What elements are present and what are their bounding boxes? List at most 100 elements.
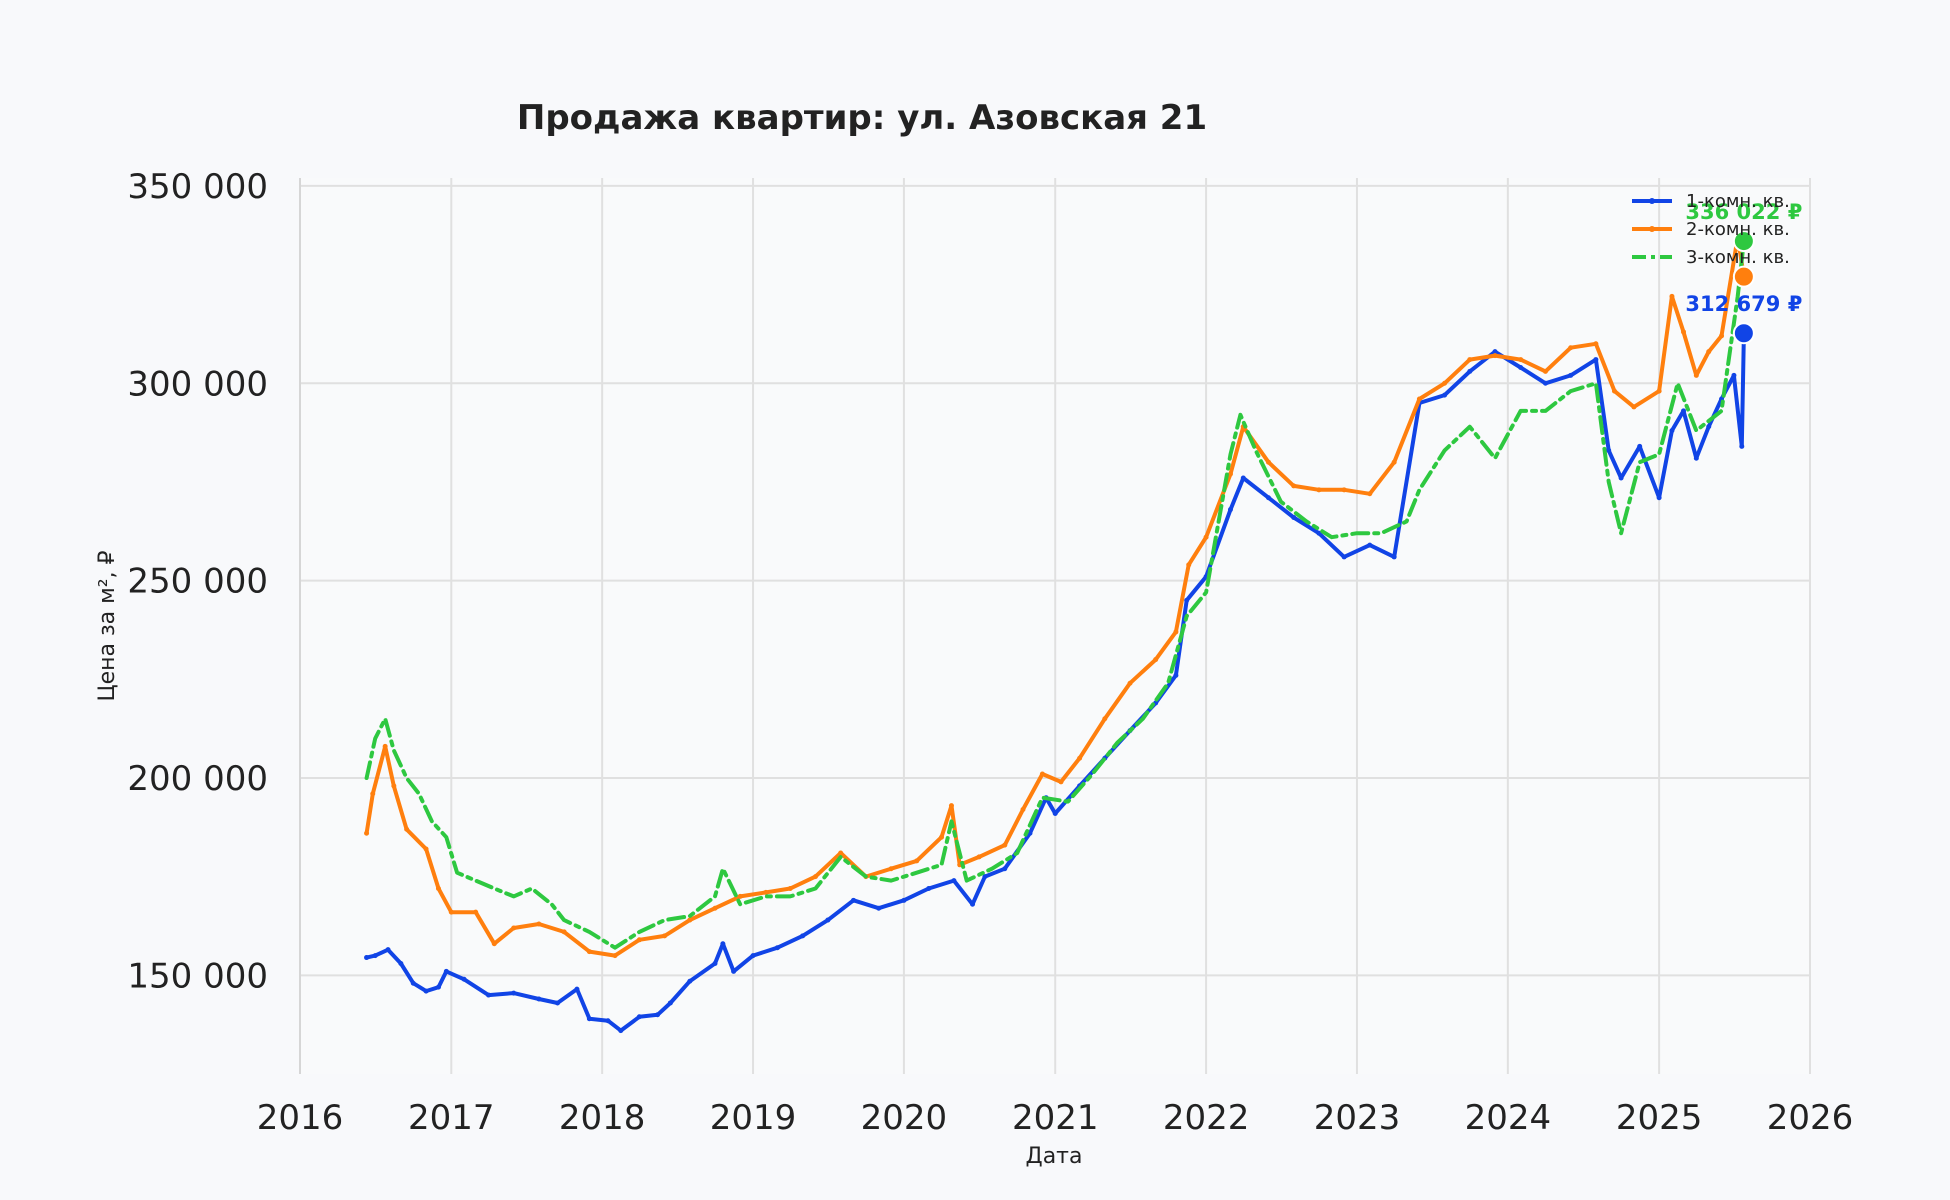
data-point xyxy=(1593,341,1599,347)
data-point xyxy=(1467,368,1473,374)
data-point xyxy=(750,953,756,959)
data-point xyxy=(511,925,517,931)
x-tick-label: 2024 xyxy=(1465,1098,1552,1138)
data-point xyxy=(1467,357,1473,363)
data-point xyxy=(1706,424,1712,430)
data-point xyxy=(1316,530,1322,536)
data-point xyxy=(1240,475,1246,481)
data-point xyxy=(1669,428,1675,434)
data-point xyxy=(1227,507,1233,513)
data-point xyxy=(485,992,491,998)
data-point xyxy=(1693,455,1699,461)
data-point xyxy=(662,933,668,939)
x-tick-label: 2017 xyxy=(408,1098,495,1138)
data-point xyxy=(435,984,441,990)
x-tick-label: 2016 xyxy=(257,1098,344,1138)
data-point xyxy=(423,988,429,994)
data-point xyxy=(1291,483,1297,489)
data-point xyxy=(461,976,467,982)
legend: 1-комн. кв. 2-комн. кв. 3-комн. кв. xyxy=(1632,191,1790,268)
data-point xyxy=(1173,672,1179,678)
data-point xyxy=(1442,380,1448,386)
data-point xyxy=(1227,471,1233,477)
x-tick-label: 2021 xyxy=(1012,1098,1099,1138)
data-point xyxy=(404,826,410,832)
data-point xyxy=(1518,364,1524,370)
data-point xyxy=(423,846,429,852)
data-point xyxy=(1606,447,1612,453)
data-point xyxy=(1669,293,1675,299)
data-point xyxy=(1637,443,1643,449)
legend-label-2: 2-комн. кв. xyxy=(1686,219,1790,240)
data-point xyxy=(561,929,567,935)
data-point xyxy=(636,1014,642,1020)
data-point xyxy=(448,909,454,915)
data-point xyxy=(536,921,542,927)
legend-marker xyxy=(1649,226,1655,232)
data-point xyxy=(1391,459,1397,465)
y-tick-label: 150 000 xyxy=(127,956,268,996)
data-point xyxy=(536,996,542,1002)
data-point xyxy=(825,917,831,923)
data-point xyxy=(939,834,945,840)
data-point xyxy=(1316,487,1322,493)
legend-label-3: 3-комн. кв. xyxy=(1686,247,1790,268)
data-point xyxy=(687,978,693,984)
data-point xyxy=(970,901,976,907)
data-point xyxy=(1568,372,1574,378)
data-point xyxy=(1739,443,1745,449)
data-point xyxy=(1542,368,1548,374)
data-point xyxy=(1341,554,1347,560)
chart-title: Продажа квартир: ул. Азовская 21 xyxy=(517,98,1207,138)
data-point xyxy=(1618,475,1624,481)
x-tick-label: 2023 xyxy=(1314,1098,1401,1138)
data-point xyxy=(926,885,932,891)
data-point xyxy=(1492,353,1498,359)
y-tick-label: 350 000 xyxy=(127,167,268,207)
data-point xyxy=(1291,514,1297,520)
data-point xyxy=(838,850,844,856)
data-point xyxy=(385,947,391,953)
data-point xyxy=(382,743,388,749)
data-point xyxy=(574,986,580,992)
data-point xyxy=(1681,408,1687,414)
data-point xyxy=(491,941,497,947)
data-point xyxy=(364,830,370,836)
data-point xyxy=(1442,392,1448,398)
y-tick-labels: 150 000 200 000 250 000 300 000 350 000 xyxy=(127,167,268,996)
end-marker-1 xyxy=(1732,322,1755,345)
end-marker-3 xyxy=(1732,230,1755,253)
x-tick-label: 2022 xyxy=(1163,1098,1250,1138)
data-point xyxy=(1518,357,1524,363)
legend-label-1: 1-комн. кв. xyxy=(1686,191,1790,212)
series-lines xyxy=(364,234,1747,1034)
data-point xyxy=(443,968,449,974)
data-point xyxy=(1077,755,1083,761)
data-point xyxy=(1416,396,1422,402)
data-point xyxy=(1706,349,1712,355)
data-point xyxy=(1731,372,1737,378)
data-point xyxy=(948,803,954,809)
y-tick-label: 200 000 xyxy=(127,759,268,799)
data-point xyxy=(1058,779,1064,785)
end-marker-2 xyxy=(1732,265,1755,288)
x-tick-label: 2018 xyxy=(559,1098,646,1138)
data-point xyxy=(1102,716,1108,722)
y-tick-label: 300 000 xyxy=(127,364,268,404)
data-point xyxy=(1002,842,1008,848)
data-point xyxy=(618,1028,624,1034)
end-markers: 312 679 ₽ 336 022 ₽ xyxy=(1685,200,1802,345)
data-point xyxy=(1020,807,1026,813)
data-point xyxy=(1203,534,1209,540)
data-point xyxy=(812,874,818,880)
data-point xyxy=(370,791,376,797)
data-point xyxy=(1002,866,1008,872)
data-point xyxy=(982,874,988,880)
data-point xyxy=(372,953,378,959)
series-line-1 xyxy=(364,331,1746,1033)
data-point xyxy=(737,893,743,899)
data-point xyxy=(1391,554,1397,560)
x-axis-label: Дата xyxy=(1026,1144,1083,1169)
